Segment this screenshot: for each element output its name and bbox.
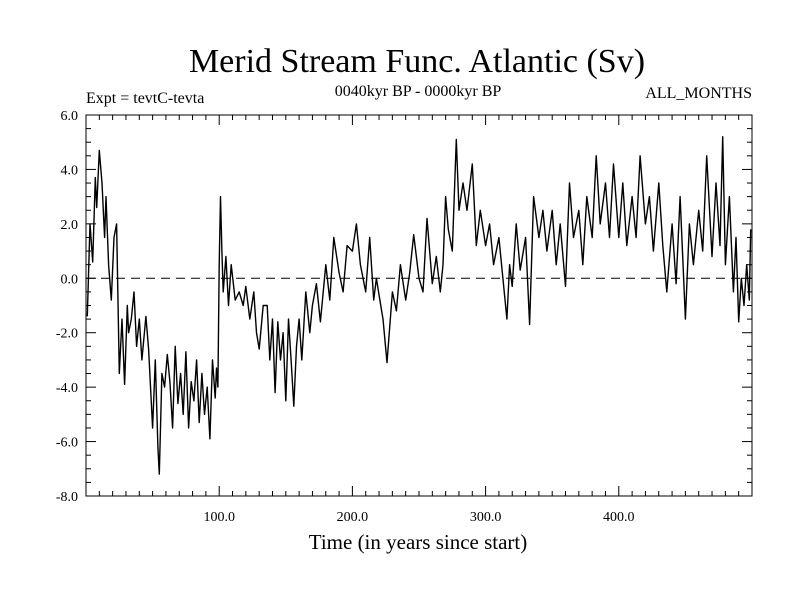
axis-ticks bbox=[86, 114, 752, 497]
months-label: ALL_MONTHS bbox=[645, 85, 752, 102]
y-tick-label: 0.0 bbox=[61, 272, 79, 287]
x-tick-label: 100.0 bbox=[203, 510, 235, 525]
series-line bbox=[86, 136, 752, 475]
experiment-label: Expt = tevtC-tevta bbox=[86, 90, 204, 107]
y-tick-label: -4.0 bbox=[56, 381, 78, 396]
y-tick-label: 6.0 bbox=[61, 109, 79, 124]
y-tick-label: 2.0 bbox=[61, 218, 79, 233]
x-tick-label: 400.0 bbox=[603, 510, 635, 525]
period-label: 0040kyr BP - 0000kyr BP bbox=[335, 83, 502, 100]
x-axis-label: Time (in years since start) bbox=[309, 530, 528, 554]
x-tick-label: 200.0 bbox=[337, 510, 369, 525]
chart-title: Merid Stream Func. Atlantic (Sv) bbox=[189, 43, 645, 80]
y-tick-label: -2.0 bbox=[56, 327, 78, 342]
tick-labels: 100.0 200.0 300.0 400.0 -8.0 -6.0 -4.0 -2.0 0.0 2… bbox=[56, 109, 635, 525]
x-tick-label: 300.0 bbox=[470, 510, 502, 525]
plot-frame bbox=[85, 114, 753, 497]
y-tick-label: -8.0 bbox=[56, 490, 78, 505]
y-tick-label: -6.0 bbox=[56, 436, 78, 451]
y-tick-label: 4.0 bbox=[61, 163, 79, 178]
